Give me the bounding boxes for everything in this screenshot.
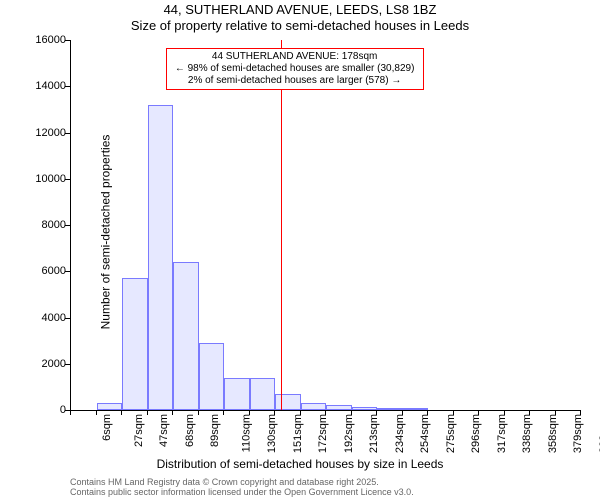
histogram-bar <box>403 408 429 410</box>
x-axis-label: Distribution of semi-detached houses by … <box>0 457 600 471</box>
annotation-line-1: 44 SUTHERLAND AVENUE: 178sqm <box>171 51 419 63</box>
x-tick-mark <box>504 410 505 415</box>
x-tick-label: 379sqm <box>572 414 584 453</box>
chart-title-main: 44, SUTHERLAND AVENUE, LEEDS, LS8 1BZ <box>0 2 600 17</box>
x-tick-label: 110sqm <box>240 414 252 452</box>
y-tick-mark <box>65 364 70 365</box>
x-tick-mark <box>249 410 250 415</box>
histogram-bar <box>250 378 276 410</box>
x-tick-mark <box>376 410 377 415</box>
y-tick-label: 12000 <box>6 127 66 139</box>
x-tick-mark <box>147 410 148 415</box>
annotation-line-3: 2% of semi-detached houses are larger (5… <box>171 75 419 87</box>
footer-line-2: Contains public sector information licen… <box>70 488 414 498</box>
x-tick-mark <box>274 410 275 415</box>
x-tick-mark <box>402 410 403 415</box>
x-tick-label: 254sqm <box>419 414 431 453</box>
x-tick-mark <box>453 410 454 415</box>
histogram-bar <box>97 403 123 410</box>
x-tick-label: 317sqm <box>496 414 508 453</box>
x-tick-label: 89sqm <box>209 414 221 447</box>
x-tick-label: 6sqm <box>101 414 113 441</box>
y-tick-label: 16000 <box>6 34 66 46</box>
histogram-bar <box>224 378 250 410</box>
histogram-bar <box>301 403 327 410</box>
y-tick-label: 14000 <box>6 80 66 92</box>
histogram-bar <box>352 407 378 410</box>
chart-container: 44, SUTHERLAND AVENUE, LEEDS, LS8 1BZ Si… <box>0 0 600 500</box>
x-tick-label: 192sqm <box>343 414 355 453</box>
x-tick-label: 68sqm <box>184 414 196 447</box>
histogram-bar <box>275 394 301 410</box>
x-tick-mark <box>325 410 326 415</box>
x-tick-label: 47sqm <box>158 414 170 447</box>
y-tick-mark <box>65 40 70 41</box>
histogram-bar <box>326 405 352 410</box>
annotation-line-2: ← 98% of semi-detached houses are smalle… <box>171 63 419 75</box>
x-tick-mark <box>223 410 224 415</box>
x-tick-label: 27sqm <box>133 414 145 447</box>
y-tick-mark <box>65 133 70 134</box>
annotation-box: 44 SUTHERLAND AVENUE: 178sqm ← 98% of se… <box>166 48 424 90</box>
histogram-bar <box>173 262 199 410</box>
y-tick-label: 8000 <box>6 219 66 231</box>
x-tick-label: 234sqm <box>394 414 406 453</box>
x-tick-mark <box>96 410 97 415</box>
y-tick-mark <box>65 318 70 319</box>
x-tick-label: 275sqm <box>445 414 457 453</box>
x-tick-mark <box>478 410 479 415</box>
x-tick-mark <box>555 410 556 415</box>
x-tick-mark <box>351 410 352 415</box>
y-tick-mark <box>65 86 70 87</box>
x-tick-mark <box>529 410 530 415</box>
x-tick-label: 296sqm <box>470 414 482 453</box>
chart-title-sub: Size of property relative to semi-detach… <box>0 18 600 33</box>
histogram-bar <box>122 278 148 410</box>
y-tick-label: 0 <box>6 404 66 416</box>
y-tick-label: 2000 <box>6 358 66 370</box>
y-tick-label: 10000 <box>6 173 66 185</box>
x-tick-mark <box>172 410 173 415</box>
y-tick-mark <box>65 271 70 272</box>
histogram-bar <box>199 343 225 410</box>
footer-text: Contains HM Land Registry data © Crown c… <box>70 478 414 498</box>
histogram-bar <box>377 408 403 410</box>
x-tick-label: 213sqm <box>368 414 380 453</box>
histogram-bar <box>148 105 174 410</box>
y-tick-mark <box>65 225 70 226</box>
y-tick-mark <box>65 179 70 180</box>
x-tick-mark <box>121 410 122 415</box>
y-tick-label: 6000 <box>6 265 66 277</box>
x-tick-mark <box>300 410 301 415</box>
x-tick-label: 151sqm <box>292 414 304 453</box>
x-tick-label: 338sqm <box>521 414 533 453</box>
plot-area <box>70 40 581 411</box>
y-tick-label: 4000 <box>6 312 66 324</box>
x-tick-mark <box>198 410 199 415</box>
x-tick-label: 358sqm <box>547 414 559 453</box>
x-tick-mark <box>427 410 428 415</box>
marker-line <box>281 40 282 410</box>
x-tick-mark <box>580 410 581 415</box>
x-tick-label: 172sqm <box>317 414 329 453</box>
x-tick-mark <box>70 410 71 415</box>
x-tick-label: 130sqm <box>266 414 278 453</box>
